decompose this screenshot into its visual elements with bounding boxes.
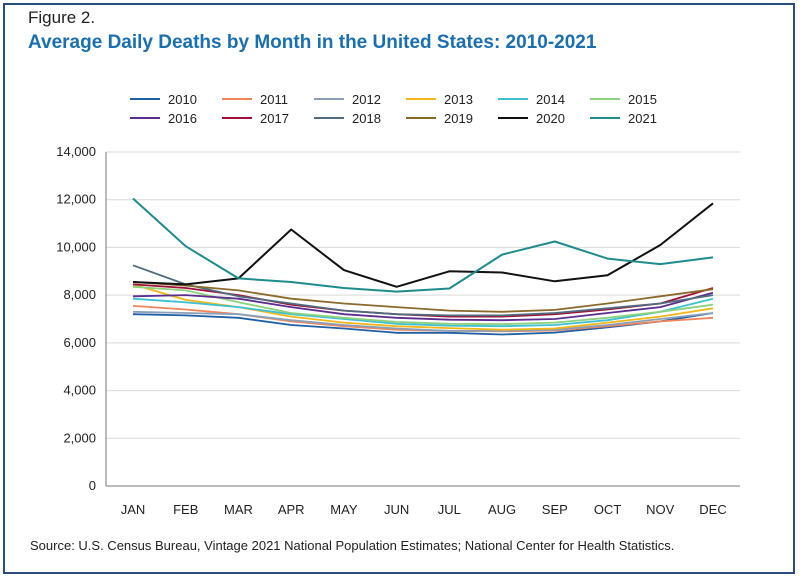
- series-line-2014: [132, 297, 714, 328]
- series-line-2012: [132, 310, 714, 332]
- legend-item-2017: 2017: [222, 109, 289, 127]
- y-tick-label: 10,000: [56, 239, 96, 254]
- x-tick-label: FEB: [173, 502, 198, 517]
- legend-item-2011: 2011: [222, 90, 288, 108]
- y-tick-label: 6,000: [63, 335, 96, 350]
- chart-title: Average Daily Deaths by Month in the Uni…: [28, 32, 597, 53]
- series-line-2020: [132, 202, 714, 288]
- x-tick-label: MAY: [330, 502, 358, 517]
- series-line-2019: [132, 281, 714, 313]
- legend-swatch: [406, 117, 436, 119]
- legend-item-2012: 2012: [314, 90, 381, 108]
- legend-label: 2013: [444, 91, 473, 107]
- legend-label: 2018: [352, 110, 381, 126]
- y-tick-label: 2,000: [63, 430, 96, 445]
- legend-item-2019: 2019: [406, 109, 473, 127]
- figure-label: Figure 2.: [28, 8, 96, 27]
- legend-label: 2014: [536, 91, 565, 107]
- legend-label: 2019: [444, 110, 473, 126]
- x-tick-label: NOV: [646, 502, 675, 517]
- x-tick-label: JUN: [384, 502, 409, 517]
- legend-swatch: [590, 117, 620, 119]
- series-line-2018: [132, 264, 714, 317]
- legend-swatch: [222, 117, 252, 119]
- legend-item-2014: 2014: [498, 90, 565, 108]
- legend-swatch: [222, 98, 252, 100]
- x-tick-label: DEC: [699, 502, 726, 517]
- legend-item-2016: 2016: [130, 109, 197, 127]
- series-line-2016: [132, 291, 714, 322]
- legend-item-2015: 2015: [590, 90, 657, 108]
- series-line-2021: [132, 197, 714, 293]
- y-tick-label: 14,000: [56, 144, 96, 159]
- legend-item-2018: 2018: [314, 109, 381, 127]
- legend-label: 2015: [628, 91, 657, 107]
- legend-label: 2017: [260, 110, 289, 126]
- legend-item-2021: 2021: [590, 109, 657, 127]
- x-tick-label: SEP: [542, 502, 568, 517]
- y-tick-label: 0: [89, 478, 96, 493]
- legend-label: 2010: [168, 91, 197, 107]
- series-line-2010: [132, 312, 714, 336]
- legend-swatch: [406, 98, 436, 100]
- y-tick-label: 12,000: [56, 192, 96, 207]
- legend-swatch: [314, 117, 344, 119]
- legend-label: 2021: [628, 110, 657, 126]
- x-tick-label: APR: [278, 502, 305, 517]
- legend-label: 2020: [536, 110, 565, 126]
- x-tick-label: JAN: [121, 502, 146, 517]
- legend-item-2013: 2013: [406, 90, 473, 108]
- source-note: Source: U.S. Census Bureau, Vintage 2021…: [30, 538, 675, 553]
- legend-item-2020: 2020: [498, 109, 565, 127]
- legend-label: 2016: [168, 110, 197, 126]
- legend-swatch: [498, 98, 528, 100]
- legend-label: 2011: [260, 91, 288, 107]
- legend-swatch: [130, 98, 160, 100]
- x-tick-label: AUG: [488, 502, 516, 517]
- y-tick-label: 8,000: [63, 287, 96, 302]
- x-tick-label: MAR: [224, 502, 253, 517]
- legend-swatch: [590, 98, 620, 100]
- legend-swatch: [498, 117, 528, 119]
- series-line-2015: [132, 285, 714, 326]
- legend-swatch: [130, 117, 160, 119]
- y-tick-label: 4,000: [63, 383, 96, 398]
- legend-swatch: [314, 98, 344, 100]
- legend-item-2010: 2010: [130, 90, 197, 108]
- legend-label: 2012: [352, 91, 381, 107]
- x-tick-label: JUL: [438, 502, 461, 517]
- x-tick-label: OCT: [594, 502, 622, 517]
